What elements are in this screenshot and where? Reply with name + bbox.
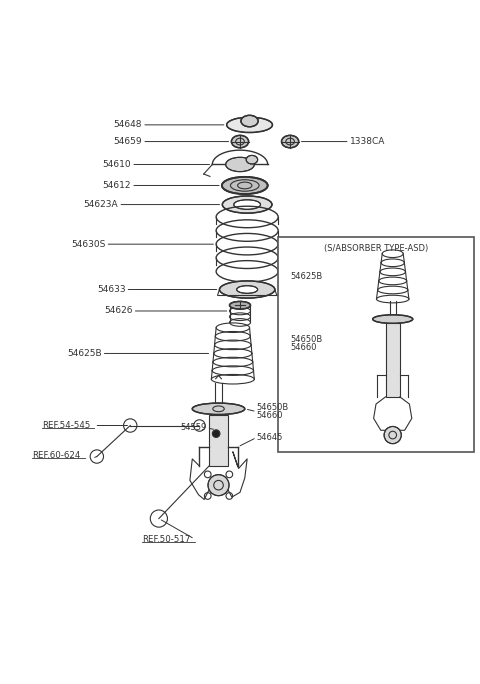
Ellipse shape	[227, 117, 273, 133]
Ellipse shape	[241, 116, 258, 127]
Ellipse shape	[372, 315, 413, 324]
Text: 54612: 54612	[103, 181, 131, 190]
Text: 54610: 54610	[103, 160, 131, 169]
Text: 1338CA: 1338CA	[350, 137, 385, 146]
Ellipse shape	[222, 177, 268, 194]
Ellipse shape	[192, 403, 245, 415]
Text: (S/ABSORBER TYPE-ASD): (S/ABSORBER TYPE-ASD)	[324, 244, 428, 254]
Text: REF.54-545: REF.54-545	[42, 421, 90, 430]
Ellipse shape	[219, 281, 275, 298]
Ellipse shape	[212, 430, 220, 438]
Ellipse shape	[384, 426, 401, 444]
Text: 54660: 54660	[290, 343, 317, 352]
Text: 54659: 54659	[114, 137, 142, 146]
Text: REF.50-517: REF.50-517	[142, 535, 191, 544]
Ellipse shape	[229, 302, 251, 309]
Text: 54625B: 54625B	[67, 349, 102, 358]
Bar	[278, 237, 474, 451]
Text: 54645: 54645	[257, 433, 283, 442]
Text: 54648: 54648	[114, 120, 142, 129]
Ellipse shape	[226, 157, 254, 172]
Bar	[209, 415, 228, 466]
Text: REF.60-624: REF.60-624	[33, 451, 81, 460]
Text: 54626: 54626	[104, 306, 132, 315]
Ellipse shape	[234, 200, 261, 209]
Text: 54660: 54660	[257, 412, 283, 421]
Text: 54650B: 54650B	[290, 335, 323, 344]
Text: 54559: 54559	[180, 423, 206, 432]
Ellipse shape	[237, 286, 258, 293]
Text: 54623A: 54623A	[84, 200, 118, 209]
Text: 54625B: 54625B	[290, 272, 323, 280]
Ellipse shape	[222, 196, 272, 213]
Ellipse shape	[246, 155, 258, 164]
Ellipse shape	[281, 135, 299, 148]
Text: 54630S: 54630S	[71, 239, 106, 249]
Bar	[385, 324, 400, 397]
Text: 54633: 54633	[97, 285, 125, 294]
Ellipse shape	[208, 475, 229, 496]
Text: 54650B: 54650B	[257, 403, 289, 412]
Ellipse shape	[231, 135, 249, 148]
